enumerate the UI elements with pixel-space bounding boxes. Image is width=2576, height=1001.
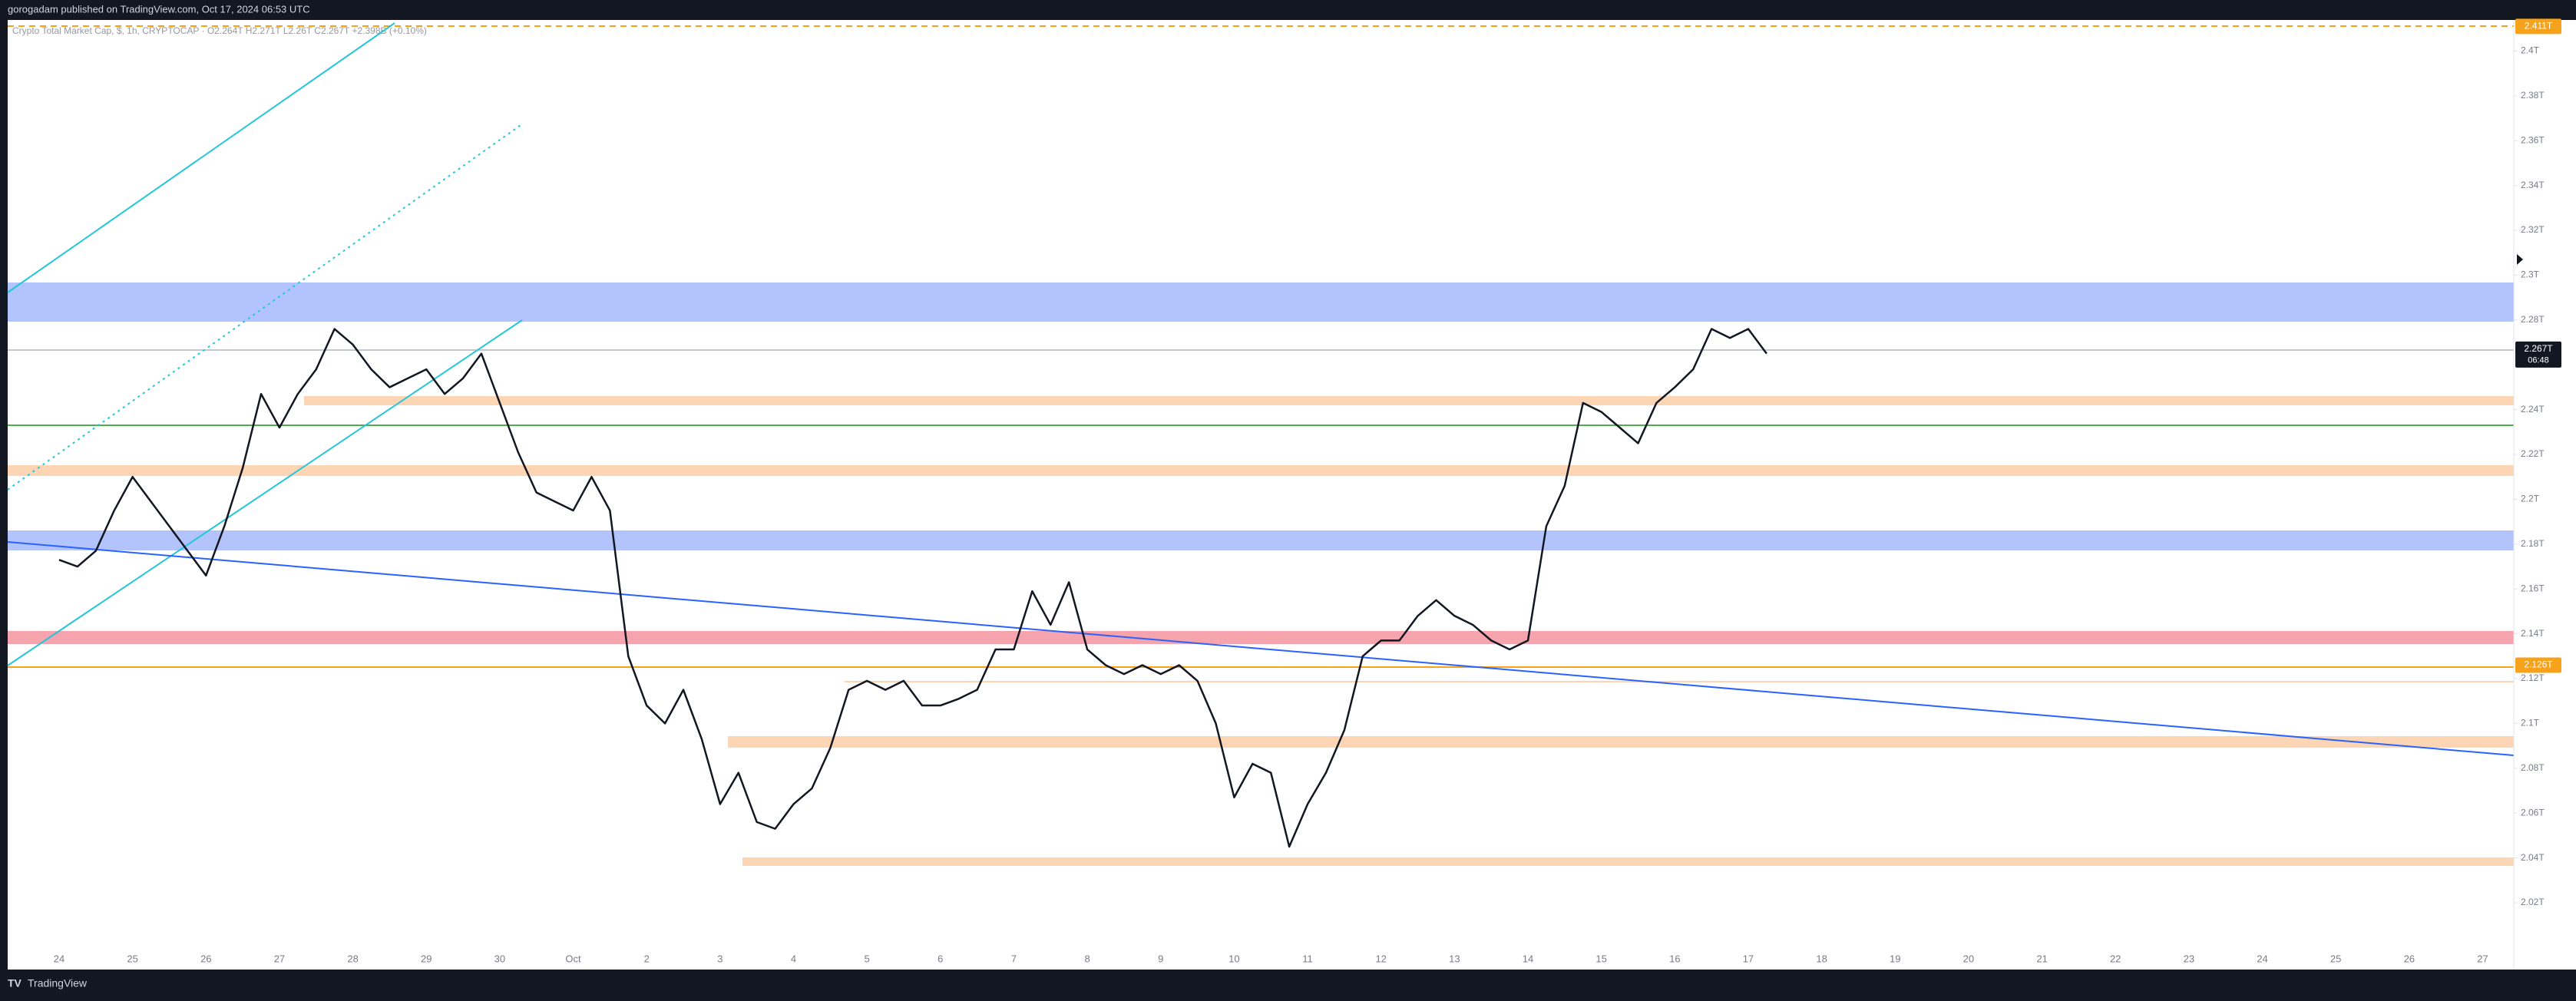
zone [742,857,2514,866]
x-tick-label: 20 [1963,953,1974,964]
x-tick-label: 3 [717,953,723,964]
x-tick-label: 6 [937,953,943,964]
x-tick-label: 27 [274,953,285,964]
footer-logo: TV [8,977,22,989]
x-tick-label: Oct [565,953,581,964]
price-axis [2514,20,2576,970]
zone [8,631,2514,644]
price-label-box [2515,341,2561,368]
trend-line [7,541,2515,756]
x-tick-label: 26 [200,953,211,964]
x-tick-label: 8 [1084,953,1090,964]
x-tick-label: 22 [2110,953,2121,964]
y-tick-label: 2.32T [2521,224,2545,235]
zone [8,282,2514,322]
y-tick-label: 2.04T [2521,852,2545,863]
x-tick-label: 25 [127,953,137,964]
x-tick-label: 27 [2477,953,2488,964]
x-tick-label: 21 [2036,953,2047,964]
x-tick-label: 14 [1523,953,1533,964]
y-tick-label: 2.28T [2521,314,2545,325]
y-tick-label: 2.08T [2521,762,2545,773]
x-tick-label: 28 [347,953,358,964]
y-tick-label: 2.2T [2521,494,2540,504]
legend: Crypto Total Market Cap, $, 1h, CRYPTOCA… [12,25,427,36]
scroll-arrow[interactable] [2517,254,2523,265]
price-label: 2.411T [2525,21,2553,31]
x-tick-label: 26 [2404,953,2415,964]
countdown: 06:48 [2528,356,2549,365]
price-label-box [2515,18,2561,35]
y-tick-label: 2.24T [2521,404,2545,415]
trend-line [7,22,395,293]
price-label: 2.126T [2524,659,2553,670]
x-tick-label: 29 [421,953,432,964]
trend-line [7,124,521,491]
y-tick-label: 2.18T [2521,538,2545,549]
footer-brand: TradingView [28,977,88,989]
x-tick-label: 24 [54,953,64,964]
y-tick-label: 2.02T [2521,897,2545,907]
y-tick-label: 2.4T [2521,45,2540,56]
y-tick-label: 2.16T [2521,583,2545,593]
x-tick-label: 7 [1011,953,1017,964]
x-tick-label: 19 [1890,953,1900,964]
x-tick-label: 16 [1669,953,1680,964]
y-tick-label: 2.14T [2521,628,2545,639]
header-title: gorogadam published on TradingView.com, … [8,3,310,15]
plot-bg [8,20,2576,970]
x-tick-label: 5 [865,953,870,964]
x-tick-label: 9 [1158,953,1163,964]
x-tick-label: 10 [1228,953,1239,964]
price-label-box [2515,657,2561,673]
zone [304,396,2514,405]
y-tick-label: 2.06T [2521,807,2545,818]
y-tick-label: 2.36T [2521,134,2545,145]
y-tick-label: 2.34T [2521,180,2545,190]
x-tick-label: 13 [1449,953,1460,964]
zone [728,736,2514,748]
y-tick-label: 2.12T [2521,672,2545,683]
price-label: 2.267T [2524,343,2553,354]
zone [8,530,2514,550]
x-tick-label: 23 [2184,953,2194,964]
x-tick-label: 4 [791,953,796,964]
x-tick-label: 24 [2257,953,2267,964]
x-tick-label: 30 [494,953,505,964]
x-tick-label: 2 [644,953,650,964]
price-line [58,328,1767,848]
trend-line [7,319,523,666]
x-tick-label: 11 [1302,953,1313,964]
x-tick-label: 17 [1743,953,1754,964]
x-tick-label: 15 [1596,953,1606,964]
y-tick-label: 2.22T [2521,448,2545,459]
x-tick-label: 18 [1816,953,1827,964]
y-tick-label: 2.3T [2521,269,2540,280]
zone [8,465,2514,476]
footer-bar [0,970,2576,997]
y-tick-label: 2.38T [2521,90,2545,101]
x-tick-label: 25 [2330,953,2341,964]
y-tick-label: 2.1T [2521,718,2540,728]
x-tick-label: 12 [1375,953,1386,964]
